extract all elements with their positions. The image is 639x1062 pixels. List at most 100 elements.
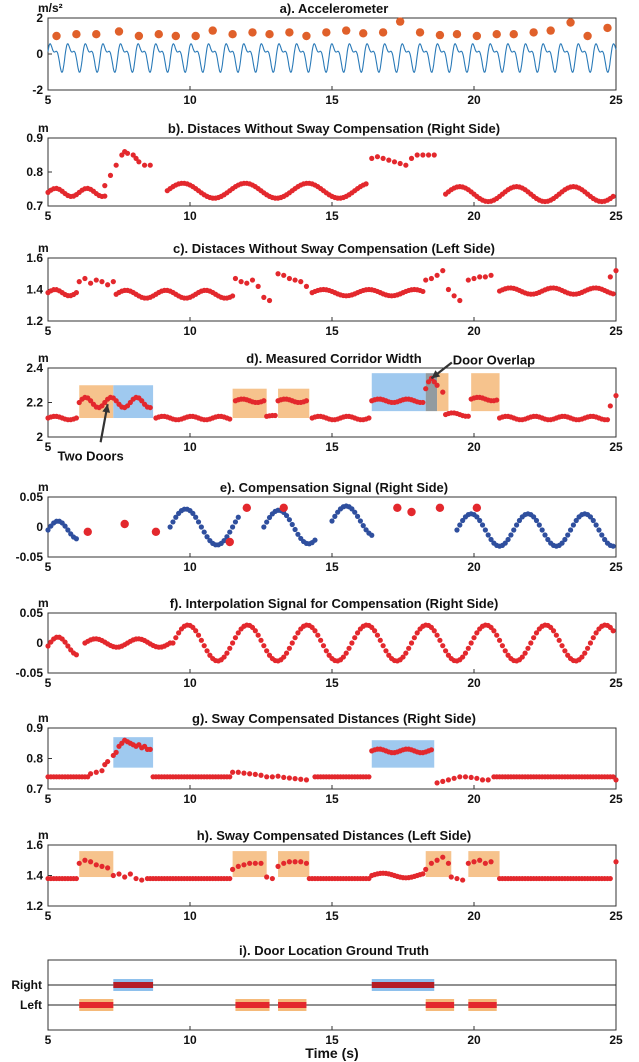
data-point — [76, 860, 82, 866]
data-point — [590, 517, 596, 524]
data-point — [298, 776, 304, 782]
x-tick-label: 10 — [183, 560, 197, 574]
y-tick-label: 1.4 — [26, 869, 43, 883]
data-point — [428, 860, 434, 866]
data-point — [312, 628, 318, 634]
data-point — [445, 286, 452, 293]
data-point — [298, 279, 304, 285]
data-point — [494, 397, 500, 403]
data-point — [471, 859, 477, 865]
data-point — [258, 637, 264, 643]
data-point — [76, 279, 82, 285]
data-point — [99, 863, 105, 869]
x-tick-label: 10 — [183, 324, 197, 338]
y-tick-label: 0.05 — [20, 606, 44, 620]
data-point — [195, 632, 202, 638]
data-point — [73, 875, 79, 882]
data-point — [479, 522, 486, 528]
data-point — [573, 517, 579, 524]
data-point — [479, 777, 486, 783]
data-point — [613, 393, 619, 399]
data-point — [565, 532, 571, 538]
data-point — [457, 774, 463, 780]
data-point — [451, 775, 457, 781]
data-point — [173, 514, 179, 520]
x-tick-label: 20 — [467, 440, 481, 454]
data-point — [88, 771, 94, 777]
data-point — [147, 746, 153, 752]
door-bar — [371, 982, 435, 988]
y-tick-label: 0 — [36, 520, 43, 534]
data-point — [525, 645, 531, 651]
data-point — [286, 859, 292, 865]
data-point — [99, 279, 105, 285]
data-point — [193, 514, 199, 520]
data-point — [122, 874, 128, 880]
data-point — [593, 630, 599, 636]
data-point — [434, 857, 440, 863]
y-tick-label: 0 — [36, 47, 43, 61]
data-point — [531, 514, 537, 520]
data-point — [451, 293, 457, 299]
data-point — [471, 635, 477, 641]
data-point — [434, 780, 440, 786]
data-point — [247, 771, 253, 777]
data-point — [607, 274, 613, 280]
y-tick-label: 0.05 — [20, 490, 44, 504]
data-point — [261, 643, 267, 649]
data-point — [380, 643, 386, 649]
data-point — [261, 294, 267, 300]
data-point — [224, 650, 230, 656]
peak-marker — [134, 31, 144, 41]
data-point — [88, 859, 94, 865]
data-point — [82, 857, 88, 863]
panel-c: c). Distaces Without Sway Compensation (… — [26, 241, 623, 338]
data-point — [281, 654, 287, 660]
data-point — [124, 150, 131, 156]
panel-title: b). Distaces Without Sway Compensation (… — [168, 121, 500, 136]
data-point — [147, 162, 153, 168]
outlier-point — [120, 519, 129, 529]
data-point — [281, 774, 287, 781]
data-point — [372, 628, 378, 634]
data-point — [533, 517, 540, 524]
data-point — [221, 654, 227, 660]
data-point — [457, 297, 463, 304]
x-tick-label: 5 — [45, 93, 52, 107]
panel-title: f). Interpolation Signal for Compensatio… — [170, 596, 499, 611]
data-point — [499, 643, 505, 649]
data-point — [474, 775, 480, 781]
data-point — [437, 637, 443, 643]
data-point — [374, 632, 381, 638]
data-point — [468, 640, 474, 646]
data-point — [258, 860, 264, 866]
data-point — [570, 522, 577, 528]
data-point — [508, 532, 514, 538]
data-point — [440, 389, 446, 395]
door-highlight — [113, 737, 154, 768]
annotation-arrowhead — [102, 404, 111, 413]
data-point — [471, 275, 477, 282]
door-bar — [425, 1002, 455, 1008]
panel-title: g). Sway Compensated Distances (Right Si… — [192, 711, 476, 726]
data-point — [269, 774, 275, 780]
x-tick-label: 20 — [467, 676, 481, 690]
data-point — [505, 536, 511, 543]
peak-marker — [359, 29, 368, 38]
data-point — [423, 386, 429, 392]
panel-a: a). Accelerometer 5 10 15 20 25 -2 0 2m/s² — [32, 1, 623, 107]
data-point — [403, 162, 409, 168]
panel-d: d). Measured Corridor Width 5 10 15 20 25 2 2.2… — [26, 351, 623, 463]
data-point — [105, 758, 111, 765]
data-point — [272, 412, 278, 419]
data-point — [62, 639, 68, 645]
y-tick-label: 1.2 — [26, 899, 43, 913]
peak-marker — [378, 28, 388, 37]
peak-marker — [52, 31, 61, 41]
data-point — [460, 877, 466, 883]
data-point — [65, 527, 71, 533]
x-tick-label: 5 — [45, 909, 52, 923]
x-tick-label: 15 — [325, 676, 339, 690]
data-point — [227, 416, 233, 422]
x-axis-label: Time (s) — [305, 1045, 358, 1061]
